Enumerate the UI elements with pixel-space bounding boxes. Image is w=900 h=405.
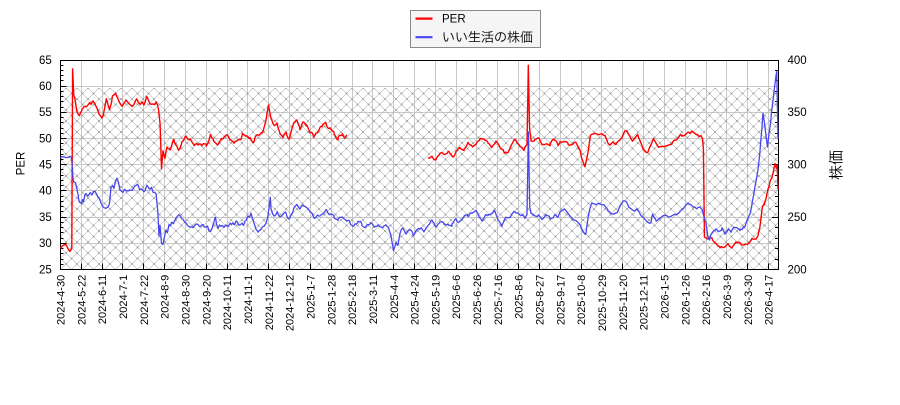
svg-text:2025-11-20: 2025-11-20	[618, 275, 630, 330]
svg-text:65: 65	[39, 55, 52, 67]
svg-text:350: 350	[788, 107, 807, 119]
svg-text:300: 300	[788, 160, 807, 172]
svg-text:2026-4-17: 2026-4-17	[764, 275, 776, 325]
svg-text:PER: PER	[442, 14, 466, 26]
svg-text:250: 250	[788, 212, 807, 224]
svg-text:60: 60	[39, 81, 52, 93]
svg-text:2026-1-5: 2026-1-5	[660, 275, 672, 319]
svg-text:2025-8-6: 2025-8-6	[514, 275, 526, 319]
svg-text:2024-11-1: 2024-11-1	[243, 275, 255, 324]
svg-text:2025-4-24: 2025-4-24	[410, 275, 422, 325]
svg-text:200: 200	[788, 264, 807, 276]
svg-text:2025-6-26: 2025-6-26	[472, 275, 484, 325]
svg-text:45: 45	[39, 160, 52, 172]
svg-text:35: 35	[39, 212, 52, 224]
svg-text:2025-10-29: 2025-10-29	[597, 275, 609, 331]
svg-text:2025-3-11: 2025-3-11	[368, 275, 380, 324]
svg-text:2025-1-28: 2025-1-28	[326, 275, 338, 325]
svg-text:2024-8-9: 2024-8-9	[160, 275, 172, 319]
svg-text:2024-4-30: 2024-4-30	[56, 275, 68, 325]
svg-text:2025-12-11: 2025-12-11	[639, 275, 651, 330]
svg-text:400: 400	[788, 55, 807, 67]
svg-text:40: 40	[39, 186, 52, 198]
svg-text:50: 50	[39, 133, 52, 145]
svg-text:2025-1-7: 2025-1-7	[306, 275, 318, 319]
svg-text:2026-1-26: 2026-1-26	[680, 275, 692, 325]
svg-text:30: 30	[39, 238, 52, 250]
svg-text:2024-8-30: 2024-8-30	[181, 275, 193, 325]
svg-text:2024-12-12: 2024-12-12	[285, 275, 297, 331]
svg-text:2025-10-8: 2025-10-8	[576, 275, 588, 325]
svg-text:2025-6-6: 2025-6-6	[451, 275, 463, 319]
svg-text:2024-11-22: 2024-11-22	[264, 275, 276, 330]
svg-text:2026-2-16: 2026-2-16	[701, 275, 713, 325]
svg-text:2025-7-16: 2025-7-16	[493, 275, 505, 325]
svg-text:2025-4-4: 2025-4-4	[389, 275, 401, 319]
svg-text:2025-8-27: 2025-8-27	[535, 275, 547, 325]
svg-text:2026-3-9: 2026-3-9	[722, 275, 734, 319]
svg-text:2026-3-30: 2026-3-30	[743, 275, 755, 325]
svg-text:2025-9-17: 2025-9-17	[555, 275, 567, 325]
svg-text:2024-6-11: 2024-6-11	[97, 275, 109, 324]
svg-text:25: 25	[39, 264, 52, 276]
svg-text:2024-7-22: 2024-7-22	[139, 275, 151, 325]
svg-text:PER: PER	[15, 152, 27, 176]
svg-text:2024-9-20: 2024-9-20	[201, 275, 213, 325]
svg-text:2024-7-1: 2024-7-1	[118, 275, 130, 319]
svg-text:55: 55	[39, 107, 52, 119]
svg-text:2025-5-19: 2025-5-19	[430, 275, 442, 325]
svg-text:2024-10-11: 2024-10-11	[222, 275, 234, 330]
svg-text:2024-5-22: 2024-5-22	[76, 275, 88, 325]
svg-text:2025-2-18: 2025-2-18	[347, 275, 359, 325]
